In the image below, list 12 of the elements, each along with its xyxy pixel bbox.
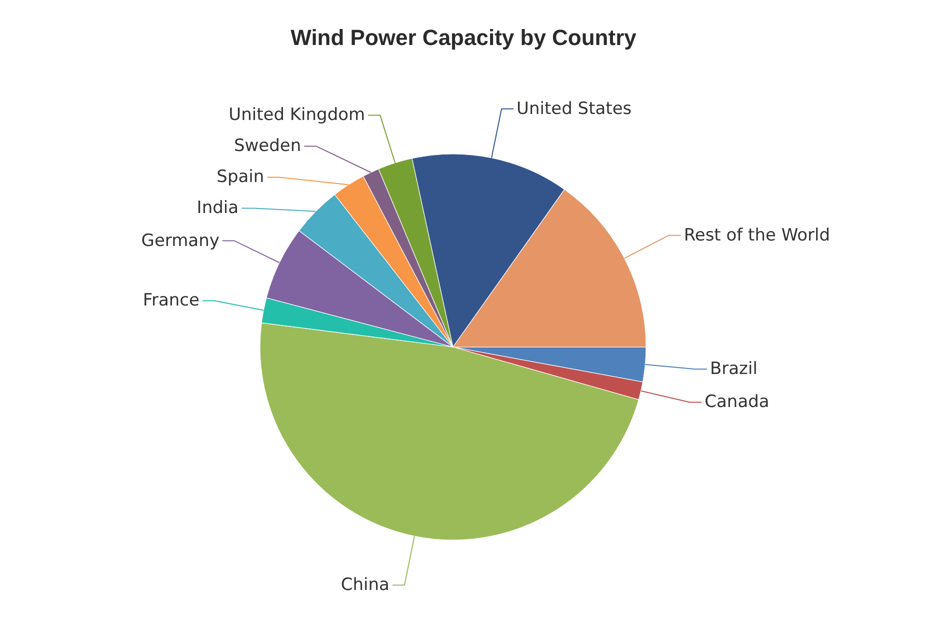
slice-label: Rest of the World	[684, 225, 830, 246]
slice-label: France	[142, 290, 200, 311]
slice-label: Canada	[704, 392, 770, 412]
slice-label: United States	[516, 98, 632, 119]
slice-label: Spain	[216, 167, 264, 188]
slice-label: Germany	[141, 230, 220, 251]
slice-label: China	[340, 575, 390, 596]
slice-label: United Kingdom	[228, 105, 366, 126]
slice-label: Sweden	[234, 136, 302, 156]
slice-label: Brazil	[710, 359, 758, 380]
chart-title: Wind Power Capacity by Country	[290, 25, 638, 50]
slice-label: India	[196, 198, 239, 218]
